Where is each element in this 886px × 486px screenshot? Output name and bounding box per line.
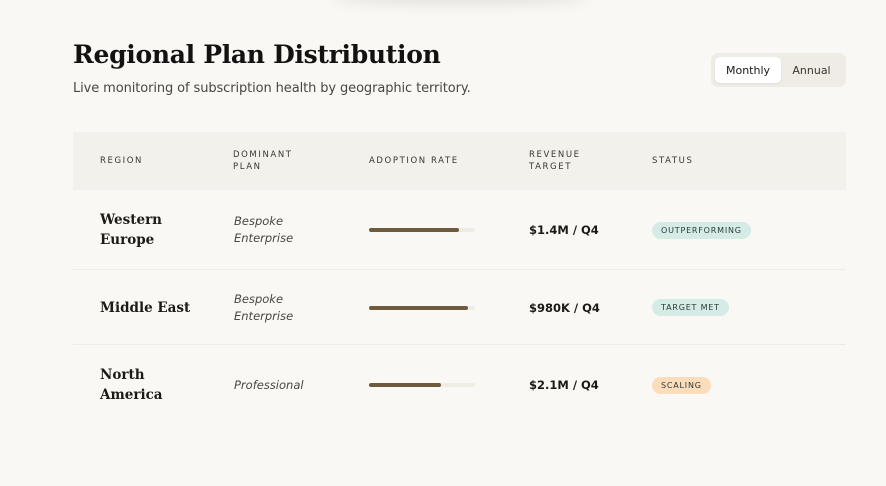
adoption-rate-bar: [369, 383, 475, 387]
table-header: Region Dominant Plan Adoption Rate Reven…: [73, 132, 846, 190]
dominant-plan: Bespoke Enterprise: [234, 291, 294, 323]
revenue-target: $980K / Q4: [529, 300, 600, 315]
column-header-adoption-rate: Adoption Rate: [369, 156, 459, 166]
dominant-plan: Professional: [234, 377, 304, 392]
period-toggle: Monthly Annual: [711, 53, 846, 87]
adoption-rate-fill: [369, 383, 442, 387]
table-row: Middle East Bespoke Enterprise $980K / Q4 T…: [73, 270, 846, 345]
status-badge: Scaling: [652, 376, 711, 394]
region-name: Middle East: [100, 299, 191, 316]
table-row: Western Europe Bespoke Enterprise $1.4M / …: [73, 190, 846, 270]
region-table: Region Dominant Plan Adoption Rate Reven…: [73, 132, 846, 425]
column-header-revenue-target: Revenue Target: [529, 150, 581, 172]
adoption-rate-bar: [369, 305, 475, 310]
region-name: North America: [100, 367, 163, 403]
column-header-dominant-plan: Dominant Plan: [233, 150, 293, 172]
adoption-rate-fill: [369, 228, 460, 232]
region-name: Western Europe: [100, 212, 163, 248]
toggle-annual-button[interactable]: Annual: [781, 57, 842, 83]
page-subtitle: Live monitoring of subscription health b…: [73, 81, 471, 96]
page-title: Regional Plan Distribution: [73, 40, 441, 69]
table-body: Western Europe Bespoke Enterprise $1.4M / …: [73, 190, 846, 425]
adoption-rate-bar: [369, 228, 475, 232]
table-row: North America Professional $2.1M / Q4 Scali…: [73, 345, 846, 425]
column-header-status: Status: [652, 156, 694, 166]
adoption-rate-fill: [369, 305, 468, 310]
status-badge: Outperforming: [652, 221, 751, 239]
dominant-plan: Bespoke Enterprise: [234, 214, 294, 245]
status-badge: Target Met: [652, 299, 729, 316]
revenue-target: $1.4M / Q4: [529, 223, 599, 237]
revenue-target: $2.1M / Q4: [529, 378, 599, 392]
toggle-monthly-button[interactable]: Monthly: [715, 57, 781, 83]
column-header-region: Region: [100, 156, 144, 166]
